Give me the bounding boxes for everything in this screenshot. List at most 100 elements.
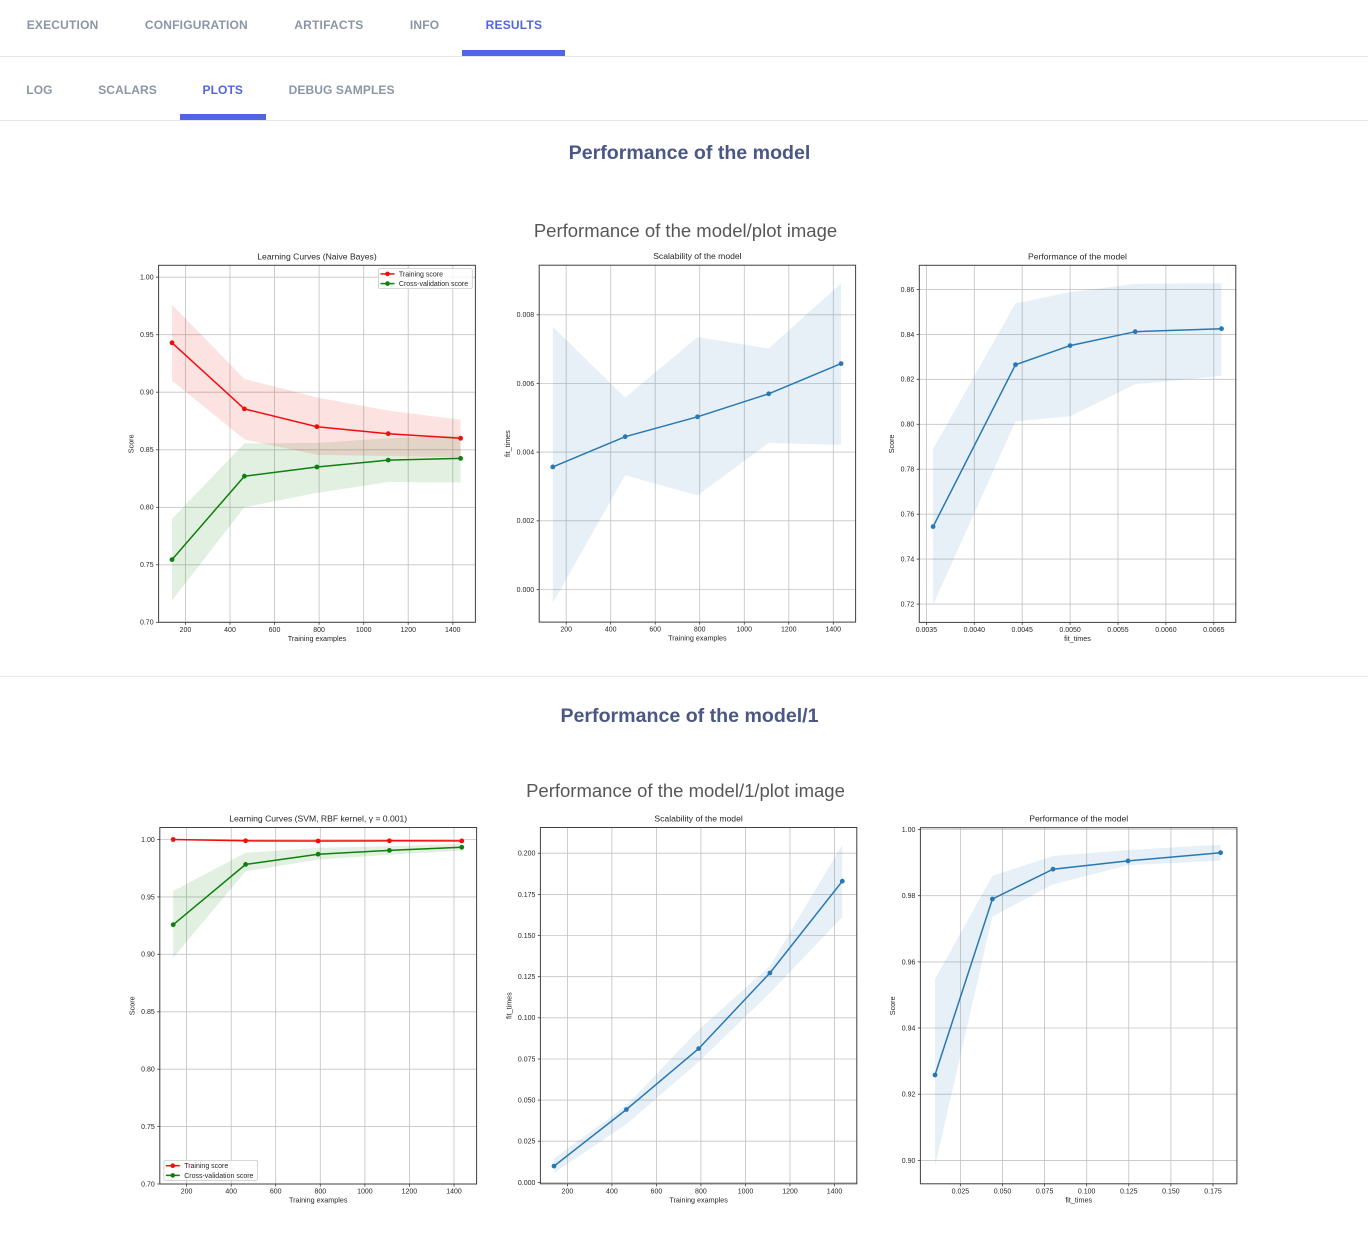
svg-text:0.0050: 0.0050	[1059, 627, 1081, 634]
svg-text:600: 600	[269, 627, 281, 634]
svg-text:1400: 1400	[446, 1189, 462, 1196]
svg-text:Training score: Training score	[399, 271, 443, 278]
svg-text:0.0040: 0.0040	[964, 627, 986, 634]
svg-text:Learning Curves (SVM, RBF kern: Learning Curves (SVM, RBF kernel, γ = 0.…	[229, 814, 407, 824]
svg-text:0.85: 0.85	[140, 447, 154, 454]
svg-text:0.95: 0.95	[140, 332, 154, 339]
svg-text:Performance of the model: Performance of the model	[1028, 251, 1127, 261]
svg-text:Training examples: Training examples	[669, 1195, 728, 1204]
svg-text:0.008: 0.008	[517, 312, 535, 319]
svg-text:200: 200	[562, 1188, 574, 1195]
svg-text:0.006: 0.006	[517, 381, 535, 388]
svg-text:0.80: 0.80	[901, 422, 915, 429]
svg-text:0.90: 0.90	[902, 1158, 916, 1165]
svg-text:0.000: 0.000	[518, 1180, 536, 1187]
svg-text:fit_times: fit_times	[503, 430, 512, 457]
svg-text:fit_times: fit_times	[1064, 634, 1091, 643]
svg-text:0.050: 0.050	[994, 1188, 1012, 1195]
svg-text:1200: 1200	[781, 627, 797, 634]
svg-text:600: 600	[651, 1188, 663, 1195]
svg-text:0.050: 0.050	[518, 1098, 536, 1105]
svg-text:0.70: 0.70	[140, 620, 154, 627]
svg-text:800: 800	[695, 1188, 707, 1195]
svg-text:0.100: 0.100	[1078, 1188, 1096, 1195]
svg-text:0.90: 0.90	[141, 952, 155, 959]
svg-text:0.025: 0.025	[518, 1139, 536, 1146]
svg-text:0.175: 0.175	[518, 892, 536, 899]
svg-text:0.002: 0.002	[517, 518, 535, 525]
svg-text:0.0065: 0.0065	[1203, 627, 1225, 634]
svg-text:0.075: 0.075	[518, 1056, 536, 1063]
svg-text:fit_times: fit_times	[504, 992, 513, 1019]
svg-text:200: 200	[180, 627, 192, 634]
svg-text:0.175: 0.175	[1204, 1188, 1222, 1195]
svg-text:0.125: 0.125	[1120, 1188, 1138, 1195]
svg-text:0.78: 0.78	[901, 467, 915, 474]
svg-text:1400: 1400	[826, 627, 842, 634]
svg-text:200: 200	[560, 627, 572, 634]
svg-text:Cross-validation score: Cross-validation score	[399, 281, 468, 288]
svg-text:Learning Curves (Naive Bayes): Learning Curves (Naive Bayes)	[257, 251, 377, 261]
svg-text:400: 400	[606, 1188, 618, 1195]
svg-text:0.0045: 0.0045	[1011, 627, 1033, 634]
svg-text:1000: 1000	[356, 627, 372, 634]
svg-text:1200: 1200	[782, 1188, 798, 1195]
svg-text:400: 400	[225, 1189, 237, 1196]
svg-text:1.00: 1.00	[140, 275, 154, 282]
svg-text:0.125: 0.125	[518, 974, 536, 981]
svg-text:400: 400	[605, 627, 617, 634]
svg-text:0.075: 0.075	[1036, 1188, 1054, 1195]
svg-text:Cross-validation score: Cross-validation score	[184, 1173, 253, 1180]
svg-text:0.0035: 0.0035	[916, 627, 938, 634]
svg-text:Training examples: Training examples	[668, 634, 727, 643]
svg-text:0.92: 0.92	[902, 1092, 916, 1099]
svg-text:0.000: 0.000	[517, 587, 535, 594]
svg-text:fit_times: fit_times	[1065, 1195, 1092, 1204]
svg-text:0.76: 0.76	[901, 512, 915, 519]
svg-text:1200: 1200	[400, 627, 416, 634]
svg-text:1.00: 1.00	[141, 837, 155, 844]
svg-text:0.82: 0.82	[901, 377, 915, 384]
svg-text:0.025: 0.025	[952, 1188, 970, 1195]
svg-text:0.72: 0.72	[901, 602, 915, 609]
svg-text:Score: Score	[126, 434, 135, 453]
svg-text:0.70: 0.70	[141, 1181, 155, 1188]
svg-text:0.86: 0.86	[901, 287, 915, 294]
svg-text:1000: 1000	[737, 627, 753, 634]
svg-text:600: 600	[649, 627, 661, 634]
svg-text:800: 800	[694, 627, 706, 634]
svg-text:0.94: 0.94	[902, 1025, 916, 1032]
svg-text:0.80: 0.80	[140, 505, 154, 512]
svg-text:0.75: 0.75	[140, 562, 154, 569]
svg-text:Training score: Training score	[184, 1163, 228, 1170]
svg-text:1400: 1400	[827, 1188, 843, 1195]
svg-text:0.0060: 0.0060	[1155, 627, 1177, 634]
svg-text:0.75: 0.75	[141, 1124, 155, 1131]
svg-text:Training examples: Training examples	[288, 634, 347, 643]
svg-text:0.004: 0.004	[517, 450, 535, 457]
svg-text:800: 800	[314, 1189, 326, 1196]
svg-text:Score: Score	[887, 435, 896, 454]
svg-text:400: 400	[224, 627, 236, 634]
svg-text:Score: Score	[128, 996, 137, 1015]
svg-text:Performance of the model: Performance of the model	[1029, 814, 1128, 824]
svg-text:0.98: 0.98	[902, 893, 916, 900]
svg-text:0.0055: 0.0055	[1107, 627, 1129, 634]
svg-text:0.90: 0.90	[140, 390, 154, 397]
svg-text:Scalability of the model: Scalability of the model	[654, 814, 742, 824]
svg-text:0.150: 0.150	[518, 933, 536, 940]
svg-text:Score: Score	[888, 996, 897, 1015]
svg-text:600: 600	[270, 1189, 282, 1196]
svg-text:800: 800	[313, 627, 325, 634]
svg-text:0.100: 0.100	[518, 1015, 536, 1022]
svg-text:1000: 1000	[357, 1189, 373, 1196]
svg-text:0.85: 0.85	[141, 1009, 155, 1016]
svg-text:0.150: 0.150	[1162, 1188, 1180, 1195]
svg-text:0.200: 0.200	[518, 851, 536, 858]
svg-text:1400: 1400	[445, 627, 461, 634]
svg-text:Scalability of the model: Scalability of the model	[653, 251, 741, 261]
svg-text:0.74: 0.74	[901, 557, 915, 564]
svg-text:Training examples: Training examples	[289, 1196, 348, 1205]
svg-text:0.84: 0.84	[901, 332, 915, 339]
svg-text:0.95: 0.95	[141, 894, 155, 901]
